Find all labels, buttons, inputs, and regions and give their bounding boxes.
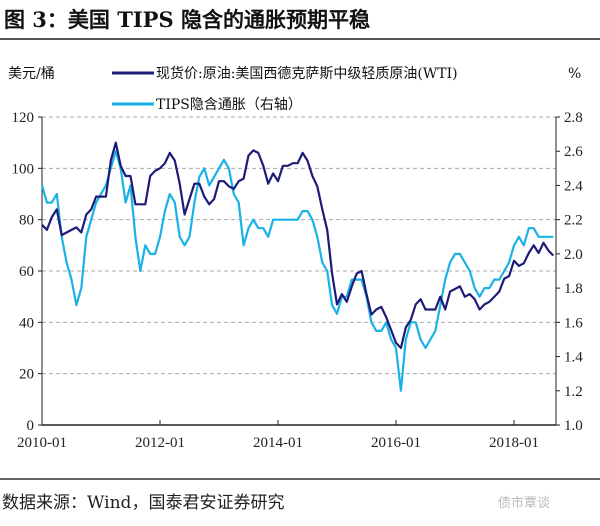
left-axis-label: 美元/桶 (8, 66, 55, 82)
source-note: 数据来源：Wind，国泰君安证券研究 (2, 493, 285, 513)
y-tick-label-left: 0 (27, 418, 35, 434)
x-tick-label: 2014-01 (253, 435, 303, 451)
y-tick-label-right: 2.6 (564, 144, 583, 160)
y-tick-label-right: 1.2 (564, 384, 583, 400)
right-axis-label: % (568, 66, 581, 82)
y-tick-label-right: 1.0 (564, 418, 583, 434)
top-divider (0, 38, 600, 40)
series-lines (40, 141, 555, 392)
axes: 0 20 40 60 80 100 120 1.0 1.2 1.4 1.6 1.8 2.0 2.2 2.4 2… (12, 110, 584, 451)
watermark: 债市覃谈 (498, 496, 551, 511)
y-tick-label-left: 60 (19, 264, 34, 280)
figure-title: 图 3：美国 TIPS 隐含的通胀预期平稳 (4, 7, 370, 32)
x-tick-label: 2010-01 (17, 435, 67, 451)
legend-label-wti: 现货价:原油:美国西德克萨斯中级轻质原油(WTI) (156, 65, 458, 82)
y-tick-label-right: 2.2 (564, 213, 583, 229)
y-tick-label-right: 1.6 (564, 315, 583, 331)
y-tick-label-right: 2.8 (564, 110, 583, 126)
y-tick-label-left: 80 (19, 213, 34, 229)
legend-label-tips: TIPS隐含通胀（右轴） (156, 97, 302, 113)
y-tick-label-left: 120 (12, 110, 35, 126)
y-tick-label-right: 1.8 (564, 281, 583, 297)
chart: 0 20 40 60 80 100 120 1.0 1.2 1.4 1.6 1.8 2.0 2.2 2.4 2… (8, 65, 584, 451)
y-tick-label-left: 40 (19, 315, 34, 331)
y-tick-label-right: 1.4 (564, 350, 583, 366)
series-line-wti (41, 141, 555, 350)
y-tick-label-left: 20 (19, 367, 34, 383)
x-tick-label: 2012-01 (135, 435, 185, 451)
x-tick-label: 2016-01 (371, 435, 421, 451)
y-tick-label-left: 100 (12, 161, 35, 177)
series-line-tips (40, 150, 554, 392)
x-tick-label: 2018-01 (489, 435, 539, 451)
bottom-divider (0, 478, 600, 480)
y-tick-label-right: 2.4 (564, 178, 583, 194)
y-tick-label-right: 2.0 (564, 247, 583, 263)
